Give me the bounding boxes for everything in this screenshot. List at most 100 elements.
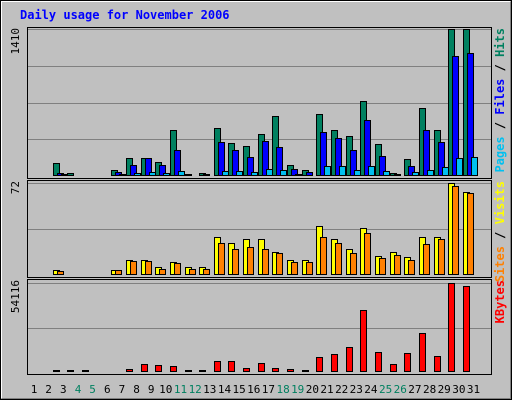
x-tick-label: 23 (350, 383, 363, 396)
bar-pages-day-15 (251, 172, 258, 176)
x-tick-label: 26 (394, 383, 407, 396)
bar-files-day-15 (247, 157, 254, 176)
x-tick-label: 24 (364, 383, 378, 396)
bar-kbytes-day-14 (228, 361, 235, 372)
bar-pages-day-13 (222, 171, 229, 176)
series-kbytes (53, 283, 470, 372)
series-hits (53, 29, 470, 176)
bar-files-day-13 (218, 142, 225, 176)
bar-pages-day-8 (149, 172, 156, 176)
bar-files-day-29 (452, 56, 459, 176)
x-tick-label: 8 (133, 383, 140, 396)
y-max-label: 54116 (9, 280, 22, 313)
bar-sites-day-6 (115, 270, 122, 275)
bar-pages-day-2 (61, 174, 68, 176)
x-tick-label: 18 (276, 383, 289, 396)
bar-files-day-24 (379, 156, 386, 176)
chart-panels: 1410 Pages / Files / Hits 72 Sites / Visits… (9, 27, 507, 375)
bar-sites-day-30 (467, 193, 474, 275)
bar-kbytes-day-8 (141, 364, 148, 372)
side-legend-item: Pages (493, 136, 507, 172)
x-tick-label: 6 (104, 383, 111, 396)
bar-files-day-23 (364, 120, 371, 176)
side-legend-item: / (493, 115, 507, 137)
bar-files-day-7 (130, 165, 137, 176)
side-legend: Pages / Files / Hits (493, 28, 507, 173)
side-legend: KBytes (493, 280, 507, 323)
bar-pages-day-30 (471, 157, 478, 176)
bar-pages-day-28 (442, 167, 449, 176)
bar-sites-day-16 (262, 249, 269, 275)
x-tick-label: 19 (291, 383, 304, 396)
bar-kbytes-day-13 (214, 361, 221, 372)
bar-sites-day-8 (145, 261, 152, 275)
x-tick-label: 5 (89, 383, 96, 396)
bar-kbytes-day-24 (375, 352, 382, 372)
bar-files-day-22 (350, 150, 357, 176)
x-tick-label: 12 (189, 383, 202, 396)
bar-kbytes-day-2 (53, 370, 60, 372)
x-tick-label: 31 (467, 383, 480, 396)
bar-files-day-28 (438, 142, 445, 176)
x-tick-label: 27 (408, 383, 421, 396)
frame-highlight (1, 1, 511, 399)
y-max-label: 1410 (9, 28, 22, 55)
bar-kbytes-day-12 (199, 370, 206, 372)
bar-kbytes-day-28 (434, 356, 441, 372)
side-legend-item: / (493, 57, 507, 79)
bar-kbytes-day-30 (463, 286, 470, 372)
y-max-label: 72 (9, 181, 22, 194)
bar-pages-day-6 (119, 174, 126, 176)
bar-sites-day-17 (276, 253, 283, 275)
bar-kbytes-day-16 (258, 363, 265, 372)
bar-files-day-19 (306, 172, 313, 176)
bar-files-day-30 (467, 53, 474, 176)
side-legend-item: Hits (493, 28, 507, 57)
bar-files-day-26 (408, 166, 415, 176)
x-tick-label: 30 (452, 383, 465, 396)
x-tick-label: 20 (306, 383, 319, 396)
bar-kbytes-day-9 (155, 365, 162, 372)
bar-kbytes-day-20 (316, 357, 323, 372)
bar-pages-day-27 (427, 170, 434, 176)
panel-hits-files-pages: 1410 Pages / Files / Hits (9, 27, 507, 179)
bar-sites-day-24 (379, 258, 386, 275)
bar-kbytes-day-26 (404, 353, 411, 372)
bar-files-day-20 (320, 132, 327, 176)
bar-kbytes-day-29 (448, 283, 455, 372)
bar-sites-day-11 (189, 269, 196, 275)
bar-hits-day-17 (272, 116, 279, 176)
bar-kbytes-day-4 (82, 370, 89, 372)
bar-sites-day-12 (203, 269, 210, 275)
bar-sites-day-10 (174, 263, 181, 275)
x-axis-labels: 1 2 3 4 5 6 7 8 9 10 11 12 13 14 15 16 17 18 19 20 21 22 23 24 2… (31, 383, 480, 396)
x-tick-label: 22 (335, 383, 348, 396)
x-tick-label: 16 (247, 383, 260, 396)
bar-pages-day-17 (280, 170, 287, 176)
panel-border (27, 279, 492, 375)
x-tick-label: 4 (75, 383, 82, 396)
x-tick-label: 7 (119, 383, 126, 396)
bar-files-day-17 (276, 147, 283, 176)
x-tick-label: 2 (45, 383, 52, 396)
bar-kbytes-day-23 (360, 310, 367, 372)
side-legend-item: Visits (493, 181, 507, 224)
bar-sites-day-9 (159, 269, 166, 275)
bar-sites-day-29 (452, 186, 459, 275)
bar-kbytes-day-17 (272, 368, 279, 372)
bar-sites-day-19 (306, 262, 313, 275)
bar-pages-day-29 (456, 158, 463, 176)
side-legend-item: Files (493, 79, 507, 115)
bar-kbytes-day-19 (302, 370, 309, 372)
bar-pages-day-14 (236, 171, 243, 176)
side-legend: Sites / Visits (493, 181, 507, 282)
bar-sites-day-15 (247, 247, 254, 275)
bar-sites-day-20 (320, 237, 327, 275)
bar-kbytes-day-3 (67, 370, 74, 372)
x-tick-label: 25 (379, 383, 392, 396)
x-tick-label: 11 (174, 383, 187, 396)
x-tick-label: 21 (320, 383, 333, 396)
x-tick-label: 10 (159, 383, 172, 396)
bar-kbytes-day-7 (126, 369, 133, 372)
